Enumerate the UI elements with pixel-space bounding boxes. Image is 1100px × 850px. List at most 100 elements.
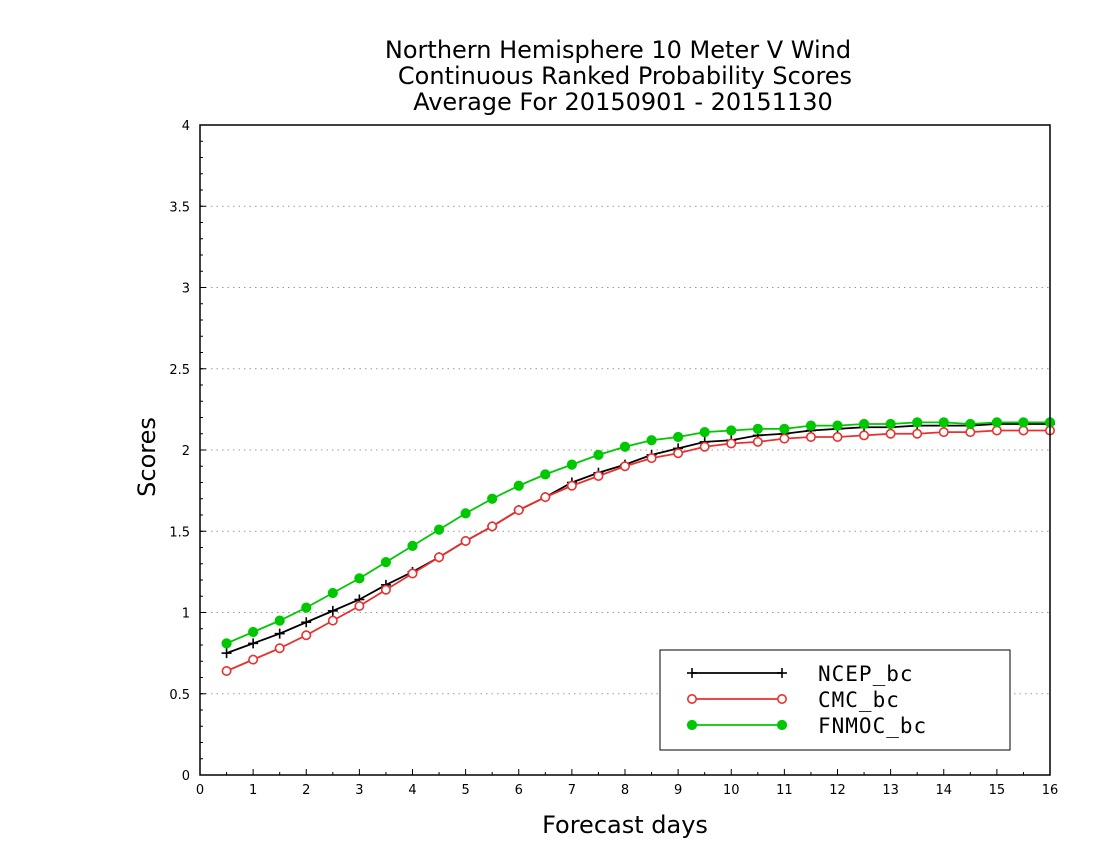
data-point-CMC_bc <box>805 431 816 442</box>
plot-frame <box>199 124 1051 776</box>
x-axis-label: Forecast days <box>542 811 708 839</box>
chart-title: Northern Hemisphere 10 Meter V Wind Cont… <box>385 36 852 116</box>
data-point-CMC_bc <box>487 521 498 532</box>
x-tick-label: 4 <box>408 783 416 798</box>
series-NCEP_bc <box>221 419 1055 659</box>
data-point-CMC_bc <box>938 427 949 438</box>
data-point-FNMOC_bc <box>540 469 551 480</box>
y-tick-label: 2 <box>182 444 190 459</box>
data-point-FNMOC_bc <box>221 638 232 649</box>
title-line-3: Average For 20150901 - 20151130 <box>413 88 833 116</box>
legend-label: NCEP_bc <box>818 662 914 686</box>
data-point-FNMOC_bc <box>619 441 631 452</box>
data-point-CMC_bc <box>779 433 790 444</box>
data-point-CMC_bc <box>354 600 365 611</box>
data-point-FNMOC_bc <box>248 626 259 638</box>
data-point-CMC_bc <box>380 584 391 595</box>
data-point-CMC_bc <box>699 441 710 452</box>
data-point-CMC_bc <box>885 428 896 439</box>
legend-box <box>659 649 1011 751</box>
x-tick-label: 1 <box>249 783 257 798</box>
data-point-CMC_bc <box>752 436 763 447</box>
series-line-NCEP_bc <box>226 423 1050 654</box>
data-point-FNMOC_bc <box>487 493 498 504</box>
x-tick-label: 10 <box>723 783 740 798</box>
legend-entry-CMC_bc: CMC_bc <box>686 688 900 712</box>
title-line-1: Northern Hemisphere 10 Meter V Wind <box>385 36 851 64</box>
y-tick-label: 4 <box>182 119 190 134</box>
data-point-CMC_bc <box>673 448 684 459</box>
data-point-CMC_bc <box>566 480 577 491</box>
data-point-CMC_bc <box>301 630 312 641</box>
data-point-CMC_bc <box>646 453 657 464</box>
series-line-CMC_bc <box>226 429 1050 672</box>
legend-label: CMC_bc <box>818 688 900 712</box>
data-point-FNMOC_bc <box>699 427 710 438</box>
data-point-CMC_bc <box>513 505 524 516</box>
data-point-NCEP_bc <box>274 628 285 639</box>
data-point-NCEP_bc <box>327 605 338 616</box>
data-point-FNMOC_bc <box>274 615 285 626</box>
x-tick-label: 7 <box>568 783 576 798</box>
data-point-FNMOC_bc <box>779 423 790 434</box>
data-point-NCEP_bc <box>301 617 312 628</box>
data-point-CMC_bc <box>274 643 285 654</box>
data-point-FNMOC_bc <box>433 524 445 535</box>
series-layer <box>221 417 1056 676</box>
data-point-FNMOC_bc <box>646 435 657 446</box>
legend-marker-end <box>777 668 787 678</box>
x-tick-label: 15 <box>989 783 1006 798</box>
data-point-CMC_bc <box>832 431 843 442</box>
data-point-NCEP_bc <box>248 638 259 649</box>
title-line-2: Continuous Ranked Probability Scores <box>398 62 852 90</box>
data-point-FNMOC_bc <box>1018 417 1029 428</box>
y-tick-label: 3.5 <box>169 200 190 215</box>
data-point-FNMOC_bc <box>513 480 524 491</box>
x-tick-label: 12 <box>829 783 846 798</box>
data-point-FNMOC_bc <box>301 602 312 613</box>
x-tick-label: 11 <box>776 783 793 798</box>
x-tick-label: 9 <box>674 783 682 798</box>
legend-entry-NCEP_bc: NCEP_bc <box>687 662 914 686</box>
data-point-CMC_bc <box>327 615 338 626</box>
data-point-CMC_bc <box>859 430 870 441</box>
x-tick-label: 0 <box>196 783 204 798</box>
data-point-CMC_bc <box>248 654 259 665</box>
data-point-FNMOC_bc <box>805 420 817 431</box>
series-FNMOC_bc <box>221 417 1056 649</box>
data-point-FNMOC_bc <box>965 418 976 430</box>
x-tick-label: 13 <box>882 783 899 798</box>
data-point-CMC_bc <box>726 438 737 449</box>
legend-label: FNMOC_bc <box>818 714 927 738</box>
y-tick-label: 3 <box>182 282 190 297</box>
data-point-CMC_bc <box>619 461 630 472</box>
data-point-NCEP_bc <box>221 648 232 659</box>
x-tick-label: 2 <box>302 783 310 798</box>
data-point-FNMOC_bc <box>460 508 471 519</box>
data-point-FNMOC_bc <box>593 449 604 460</box>
x-tick-label: 14 <box>935 783 952 798</box>
y-tick-label: 1 <box>182 607 190 622</box>
data-point-FNMOC_bc <box>858 418 870 430</box>
data-point-FNMOC_bc <box>407 540 418 551</box>
data-point-CMC_bc <box>221 665 232 676</box>
y-axis-ticks: 0 0.5 1 1.5 2 2.5 3 3.5 4 <box>169 119 206 784</box>
y-tick-label: 0 <box>182 769 190 784</box>
data-point-FNMOC_bc <box>991 417 1002 428</box>
y-tick-label: 1.5 <box>169 525 190 540</box>
data-point-FNMOC_bc <box>566 459 577 470</box>
data-point-FNMOC_bc <box>380 557 392 568</box>
data-point-FNMOC_bc <box>832 420 843 431</box>
legend-marker-start <box>687 668 697 678</box>
y-tick-label: 2.5 <box>169 363 190 378</box>
data-point-FNMOC_bc <box>912 417 923 428</box>
data-point-FNMOC_bc <box>938 417 949 428</box>
y-axis-label: Scores <box>133 417 161 497</box>
legend-marker-end <box>776 719 788 731</box>
x-axis-ticks: 0 1 2 3 4 5 6 7 8 9 10 11 12 13 14 15 16 <box>196 769 1058 798</box>
data-point-CMC_bc <box>434 552 445 563</box>
data-point-FNMOC_bc <box>885 418 896 430</box>
data-point-CMC_bc <box>407 568 418 579</box>
